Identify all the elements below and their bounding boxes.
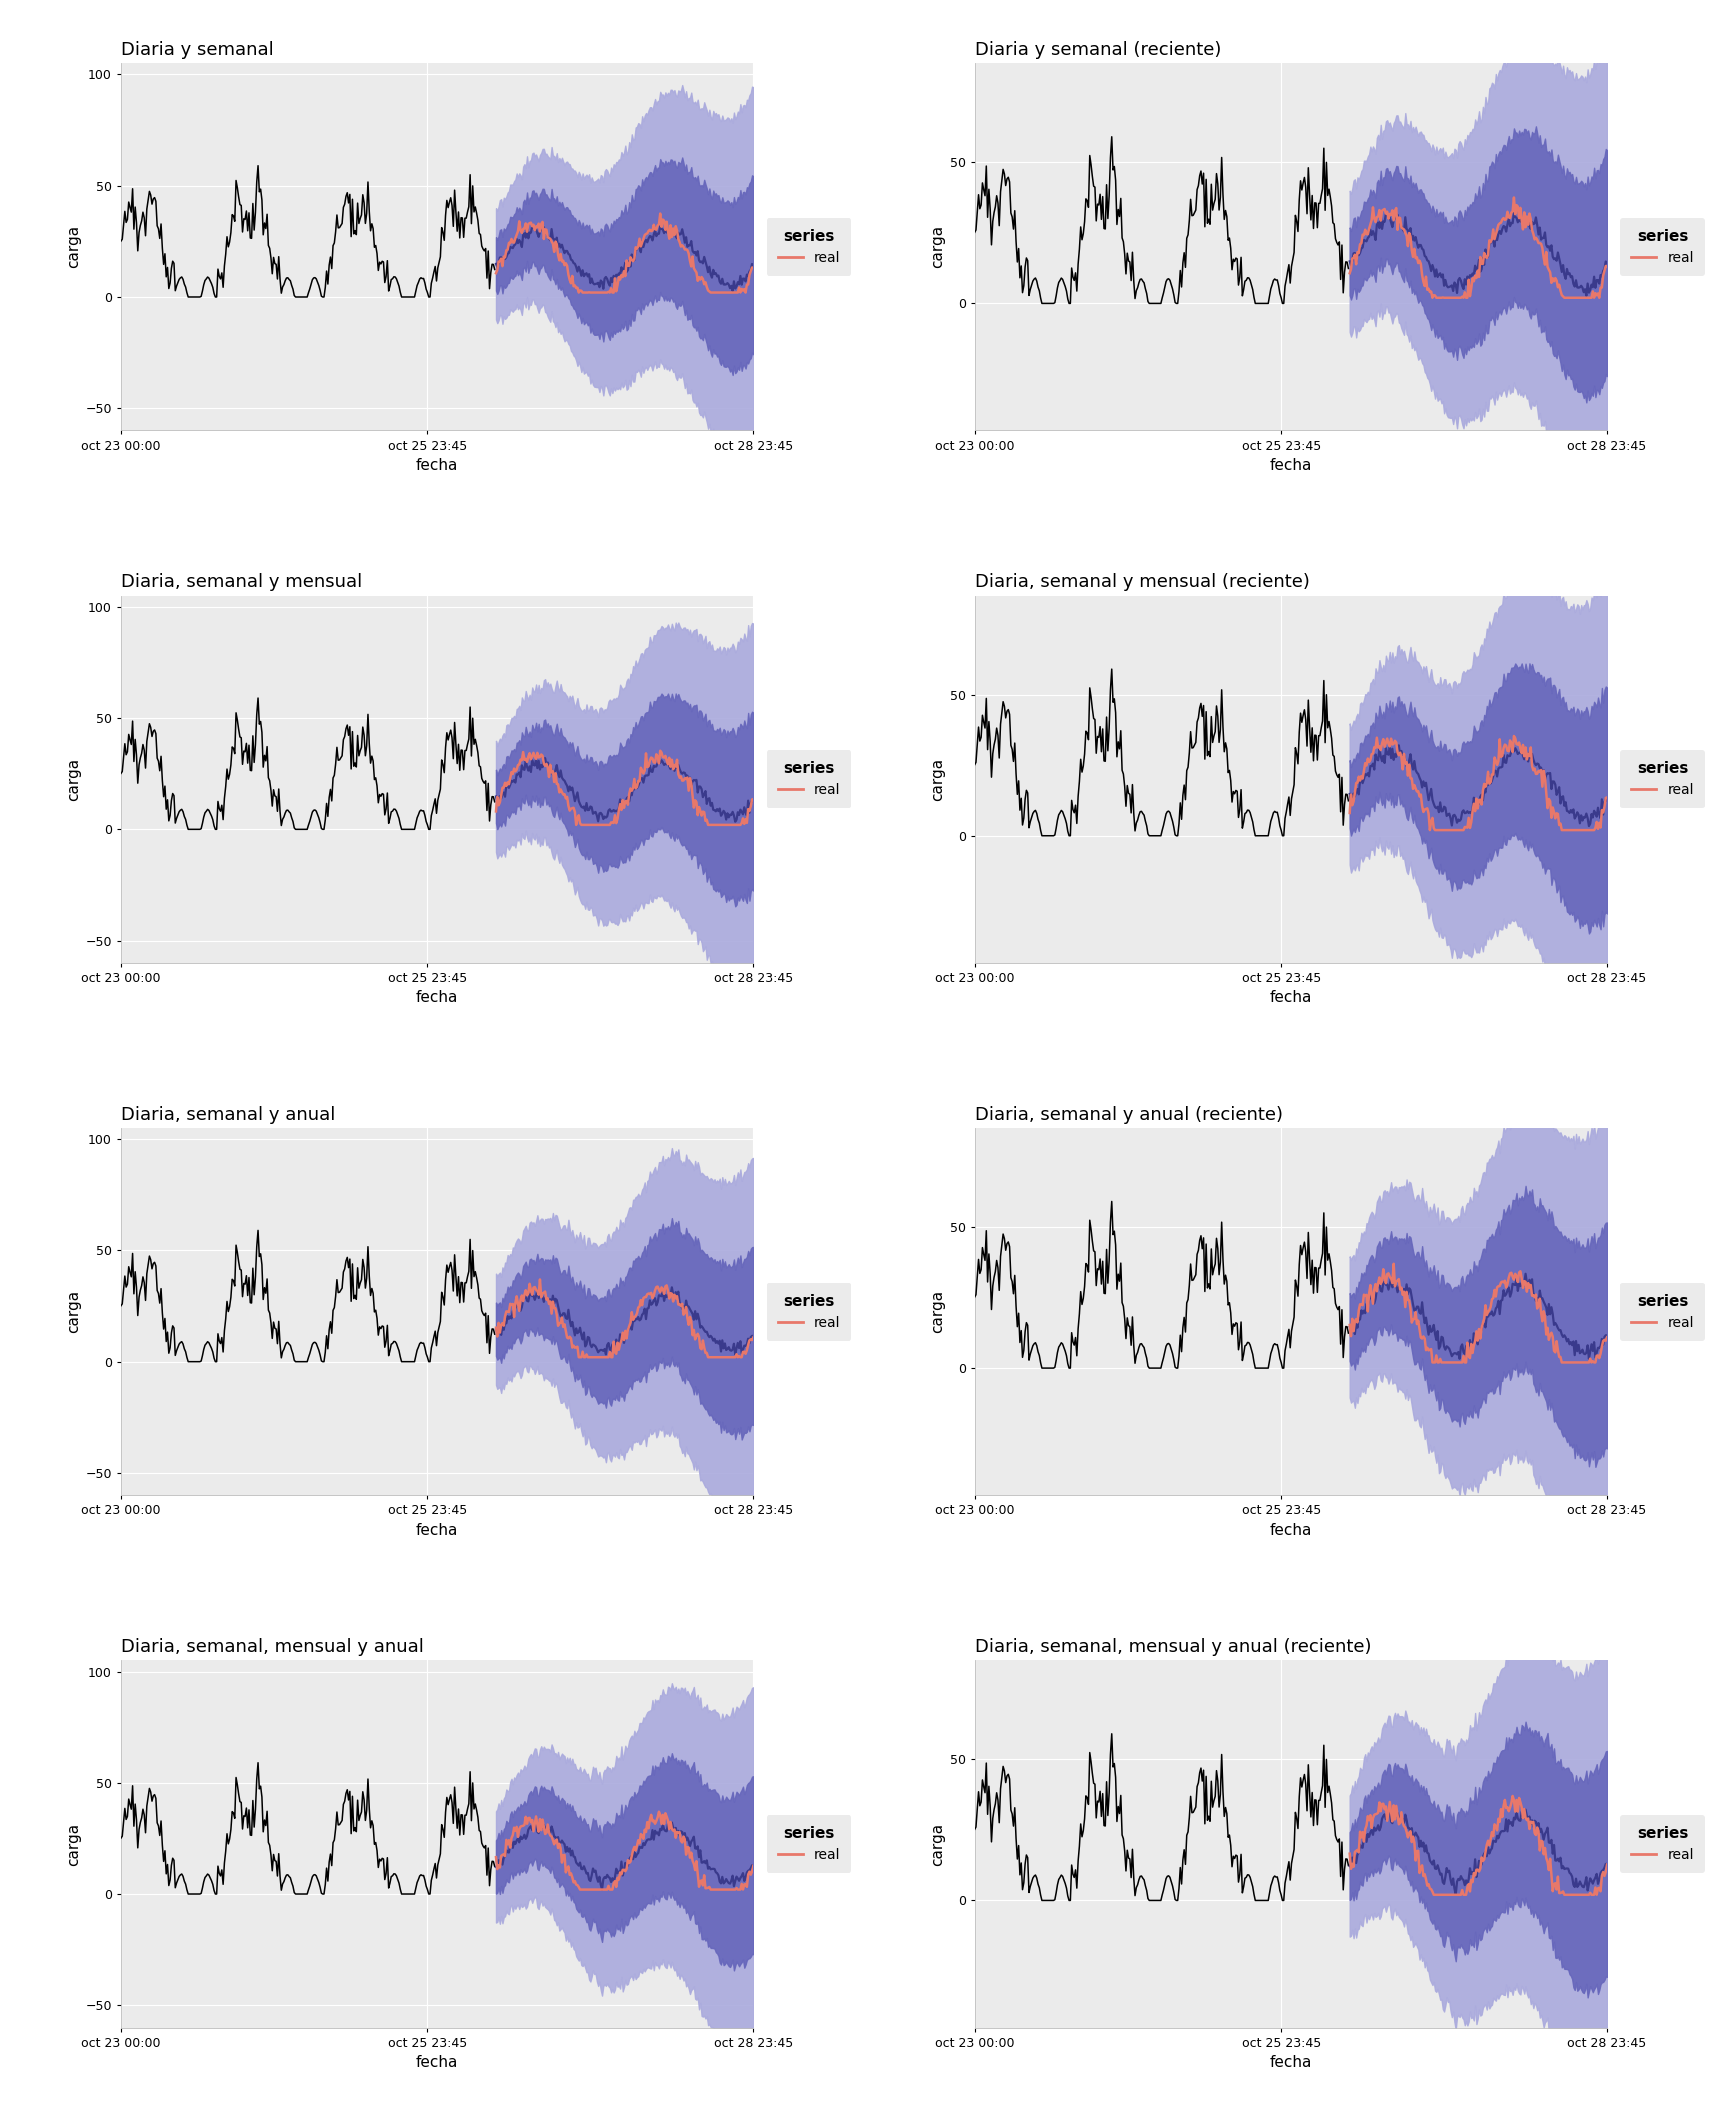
Text: Diaria, semanal y mensual: Diaria, semanal y mensual xyxy=(121,572,363,591)
Text: Diaria, semanal, mensual y anual: Diaria, semanal, mensual y anual xyxy=(121,1639,423,1656)
Y-axis label: carga: carga xyxy=(930,226,945,268)
Legend: real: real xyxy=(1621,218,1706,277)
Legend: real: real xyxy=(767,218,852,277)
X-axis label: fecha: fecha xyxy=(1270,458,1312,473)
X-axis label: fecha: fecha xyxy=(1270,2055,1312,2070)
Legend: real: real xyxy=(767,1814,852,1873)
Text: Diaria y semanal (reciente): Diaria y semanal (reciente) xyxy=(975,40,1222,59)
X-axis label: fecha: fecha xyxy=(416,458,458,473)
Y-axis label: carga: carga xyxy=(930,758,945,800)
Legend: real: real xyxy=(767,1282,852,1341)
X-axis label: fecha: fecha xyxy=(1270,1523,1312,1538)
Legend: real: real xyxy=(767,750,852,809)
Text: Diaria, semanal y anual: Diaria, semanal y anual xyxy=(121,1107,335,1124)
Y-axis label: carga: carga xyxy=(930,1290,945,1333)
Y-axis label: carga: carga xyxy=(66,226,81,268)
Y-axis label: carga: carga xyxy=(66,758,81,800)
X-axis label: fecha: fecha xyxy=(416,1523,458,1538)
Y-axis label: carga: carga xyxy=(66,1823,81,1865)
Legend: real: real xyxy=(1621,1282,1706,1341)
Text: Diaria, semanal y mensual (reciente): Diaria, semanal y mensual (reciente) xyxy=(975,572,1310,591)
Y-axis label: carga: carga xyxy=(930,1823,945,1865)
Legend: real: real xyxy=(1621,750,1706,809)
Text: Diaria y semanal: Diaria y semanal xyxy=(121,40,273,59)
Text: Diaria, semanal y anual (reciente): Diaria, semanal y anual (reciente) xyxy=(975,1107,1282,1124)
X-axis label: fecha: fecha xyxy=(416,2055,458,2070)
Text: Diaria, semanal, mensual y anual (reciente): Diaria, semanal, mensual y anual (recien… xyxy=(975,1639,1370,1656)
X-axis label: fecha: fecha xyxy=(416,991,458,1005)
Y-axis label: carga: carga xyxy=(66,1290,81,1333)
Legend: real: real xyxy=(1621,1814,1706,1873)
X-axis label: fecha: fecha xyxy=(1270,991,1312,1005)
